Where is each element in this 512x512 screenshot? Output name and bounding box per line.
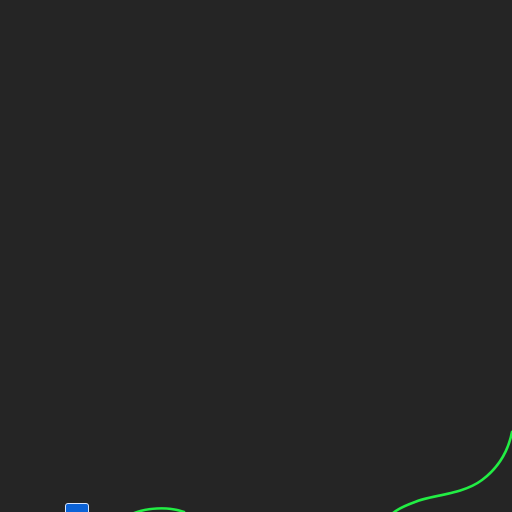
curve-path[interactable] [392, 430, 512, 512]
control-point-handle[interactable] [65, 503, 89, 512]
curve-path-left[interactable] [132, 507, 186, 512]
